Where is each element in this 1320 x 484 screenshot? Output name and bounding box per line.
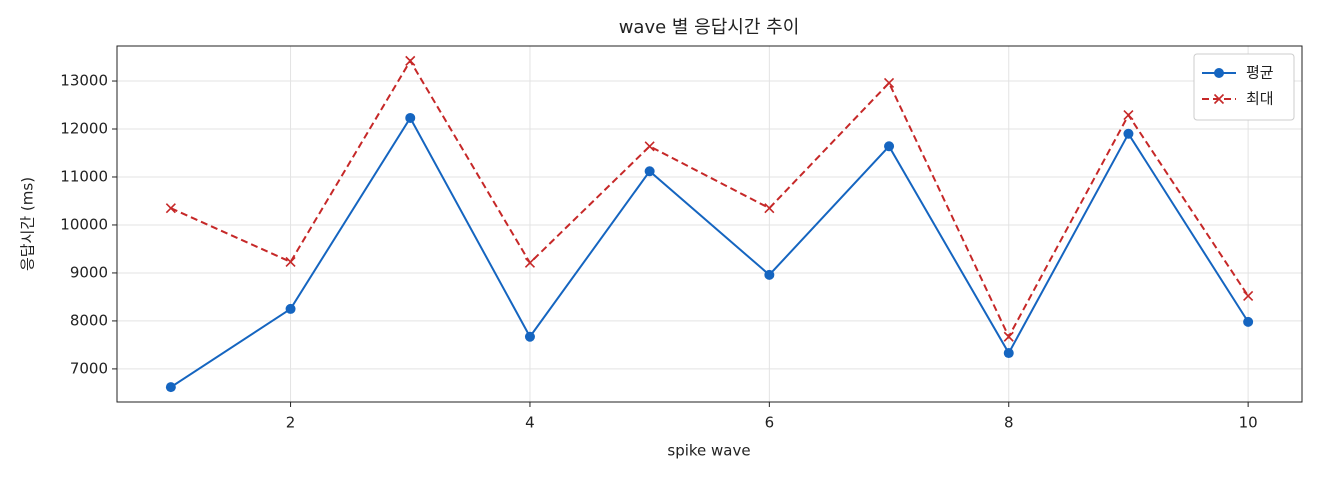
data-point (1123, 128, 1134, 139)
x-tick-label: 10 (1239, 414, 1258, 432)
data-point (883, 77, 895, 89)
data-point (644, 141, 655, 152)
plot-frame (116, 45, 1303, 403)
data-point (1003, 331, 1014, 342)
y-tick-label: 11000 (60, 167, 108, 185)
legend-label: 최대 (1246, 90, 1274, 108)
data-point (644, 166, 655, 177)
legend-label: 평균 (1246, 64, 1274, 82)
data-point (764, 203, 775, 214)
data-point (165, 203, 176, 214)
data-point (524, 331, 535, 342)
data-point (884, 141, 895, 152)
x-tick-label: 2 (286, 414, 296, 432)
y-axis-label: 응답시간 (ms) (19, 177, 37, 271)
data-point (405, 112, 416, 123)
data-point (165, 382, 176, 393)
data-point (524, 257, 536, 268)
legend-marker (1214, 68, 1224, 78)
y-tick-label: 9000 (70, 263, 108, 281)
data-point (1003, 348, 1014, 359)
x-axis-label: spike wave (667, 442, 750, 460)
data-point (285, 256, 296, 267)
legend-box (1193, 53, 1295, 121)
x-tick-label: 8 (1004, 414, 1014, 432)
x-tick-label: 4 (525, 414, 535, 432)
data-point (1123, 110, 1134, 121)
data-point (764, 269, 775, 280)
legend-marker (1213, 93, 1225, 105)
y-tick-label: 12000 (60, 120, 108, 138)
series-line (170, 115, 1249, 388)
data-point (285, 303, 296, 314)
y-tick-label: 10000 (60, 215, 108, 233)
data-point (1243, 316, 1254, 327)
x-tick-label: 6 (765, 414, 775, 432)
y-tick-label: 8000 (70, 311, 108, 329)
y-tick-label: 7000 (70, 359, 108, 377)
y-tick-label: 13000 (60, 72, 108, 90)
data-point (1243, 290, 1254, 302)
chart-title: wave 별 응답시간 추이 (619, 17, 800, 38)
series-line (170, 58, 1249, 339)
data-point (405, 55, 416, 66)
